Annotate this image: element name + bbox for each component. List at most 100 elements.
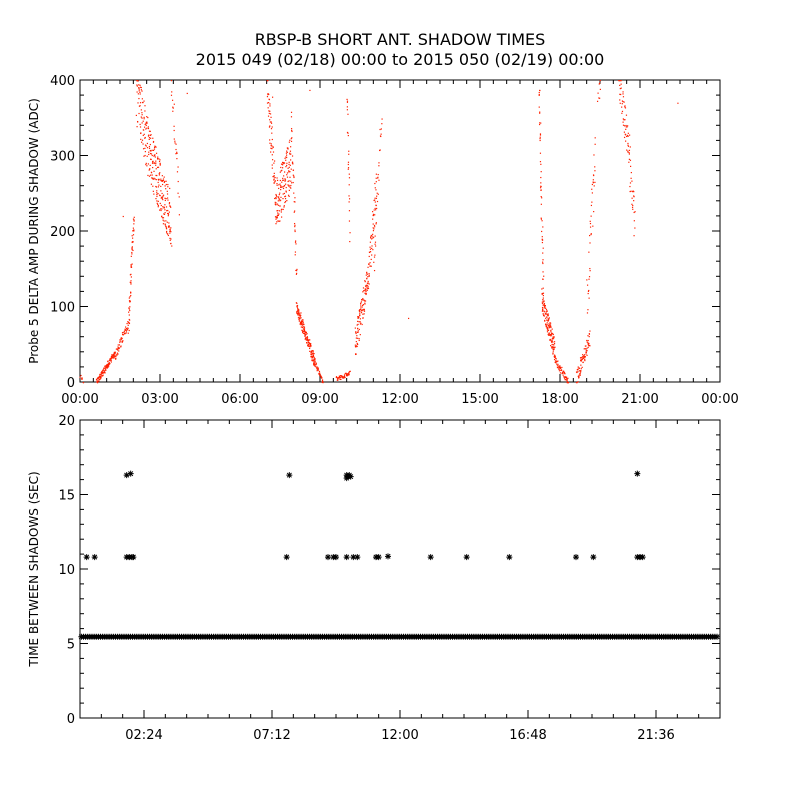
amp-point <box>566 382 569 384</box>
amp-point <box>365 293 367 295</box>
amp-point <box>114 352 116 354</box>
amp-point <box>626 149 628 151</box>
amp-point <box>375 189 377 191</box>
amp-point <box>140 132 142 134</box>
amp-point <box>133 220 135 222</box>
amp-point <box>101 375 104 377</box>
amp-point <box>309 89 311 92</box>
amp-point <box>269 119 271 121</box>
amp-point <box>356 345 358 348</box>
amp-point <box>98 378 101 381</box>
amp-point <box>293 192 295 194</box>
amp-point <box>286 150 288 152</box>
amp-point <box>283 205 285 207</box>
amp-point <box>173 129 175 132</box>
amp-point <box>163 207 166 209</box>
amp-point <box>137 80 139 82</box>
amp-point <box>592 182 595 184</box>
amp-point <box>299 322 302 324</box>
amp-point <box>275 203 277 206</box>
amp-point <box>171 99 174 101</box>
amp-point <box>626 135 628 138</box>
amp-point <box>124 328 126 330</box>
amp-point <box>166 233 169 235</box>
amp-point <box>369 241 371 243</box>
amp-point <box>122 340 124 342</box>
amp-point <box>289 139 291 141</box>
amp-point <box>135 114 137 117</box>
amp-point <box>111 357 113 359</box>
amp-point <box>541 308 544 310</box>
amp-point <box>278 194 280 196</box>
amp-point <box>169 228 171 230</box>
amp-point <box>547 327 549 329</box>
amp-point <box>276 210 278 212</box>
amp-point <box>538 94 540 96</box>
amp-point <box>582 361 584 363</box>
amp-point <box>165 188 167 190</box>
amp-point <box>370 236 372 238</box>
amp-point <box>624 107 627 109</box>
amp-point <box>268 110 270 112</box>
amp-point <box>553 344 555 346</box>
amp-point <box>269 103 271 105</box>
amp-point <box>564 378 566 381</box>
amp-point <box>632 190 634 192</box>
interval-point <box>634 470 641 477</box>
amp-point <box>140 86 142 89</box>
amp-point <box>539 187 542 189</box>
amp-point <box>270 116 272 118</box>
amp-point <box>145 124 147 127</box>
amp-point <box>113 352 115 354</box>
amp-point <box>579 374 581 376</box>
title-line-1: RBSP-B SHORT ANT. SHADOW TIMES <box>254 30 546 49</box>
amp-point <box>164 224 166 226</box>
amp-point <box>176 171 179 173</box>
amp-point <box>592 225 594 227</box>
amp-point <box>586 354 588 356</box>
amp-point <box>545 313 547 315</box>
amp-point <box>271 148 273 150</box>
amp-point <box>106 367 108 369</box>
amp-point <box>131 247 133 249</box>
amp-point <box>355 331 357 333</box>
amp-point <box>337 379 339 381</box>
amp-point <box>313 358 315 361</box>
amp-point <box>81 377 83 379</box>
amp-point <box>275 195 277 197</box>
amp-point <box>589 226 592 228</box>
amp-point <box>360 308 362 311</box>
amp-point <box>305 333 307 336</box>
amp-point <box>364 302 366 304</box>
amp-point <box>587 342 589 344</box>
amp-point <box>357 320 359 322</box>
amp-point <box>164 197 166 199</box>
amp-point <box>357 317 359 319</box>
amp-point <box>266 80 269 82</box>
amp-point <box>276 215 278 217</box>
amp-point <box>367 287 370 290</box>
amp-point <box>620 80 622 82</box>
amp-point <box>539 89 541 92</box>
amp-point <box>593 211 595 213</box>
amp-point <box>355 331 357 334</box>
y-tick-label: 100 <box>50 301 75 316</box>
amp-point <box>364 303 366 305</box>
amp-point <box>293 175 295 177</box>
amp-point <box>147 126 149 128</box>
amp-point <box>543 304 545 306</box>
amp-point <box>166 190 168 192</box>
amp-point <box>279 205 281 207</box>
amp-point <box>147 127 150 130</box>
amp-point <box>109 360 111 362</box>
amp-point <box>363 313 365 315</box>
amp-point <box>155 164 157 166</box>
amp-point <box>551 337 553 340</box>
amp-point <box>162 206 164 208</box>
amp-point <box>547 334 550 336</box>
title-line-2: 2015 049 (02/18) 00:00 to 2015 050 (02/1… <box>195 50 605 69</box>
amp-point <box>140 116 142 118</box>
amp-point <box>97 380 99 382</box>
amp-point <box>627 135 629 137</box>
amp-point <box>320 377 323 379</box>
